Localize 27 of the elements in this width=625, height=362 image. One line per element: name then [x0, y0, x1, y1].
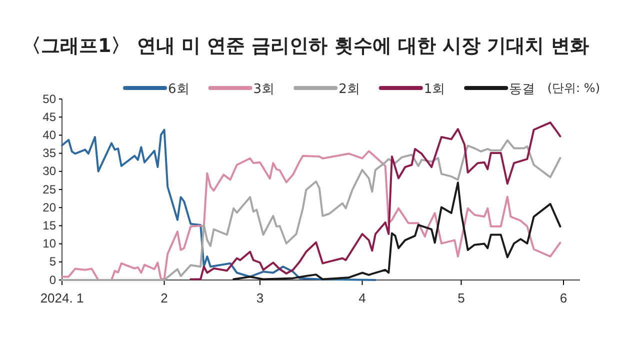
y-tick-label: 25 — [42, 182, 56, 196]
text: (단위: %) — [547, 81, 600, 95]
y-tick-label: 0 — [49, 272, 56, 287]
legend-label: 2회 — [338, 82, 360, 97]
y-tick-label: 5 — [49, 254, 56, 269]
x-tick-label: 2 — [160, 290, 168, 306]
x-tick-label: 3 — [256, 290, 264, 306]
x-tick-label: 6 — [560, 290, 568, 306]
line-series — [190, 122, 562, 280]
legend-label: 동결 — [509, 82, 536, 97]
y-tick-label: 10 — [42, 236, 56, 251]
x-tick-label: 2024. 1 — [40, 290, 84, 306]
y-tick-label: 15 — [42, 218, 56, 233]
line-series — [232, 182, 562, 280]
y-tick-label: 20 — [42, 200, 56, 214]
x-tick-label: 4 — [358, 290, 366, 306]
line-series — [61, 128, 376, 281]
legend-label: 6회 — [168, 82, 190, 97]
y-tick-label: 30 — [42, 164, 56, 178]
legend-label: 3회 — [253, 82, 275, 97]
y-tick-label: 45 — [42, 110, 56, 124]
y-tick-label: 50 — [42, 92, 56, 106]
chart-title: 〈그래프1〉 연내 미 연준 금리인하 횟수에 대한 시장 기대치 변화 — [22, 35, 589, 57]
y-tick-label: 35 — [42, 146, 56, 160]
legend-label: 1회 — [424, 82, 446, 97]
y-tick-label: 40 — [42, 128, 56, 142]
x-tick-label: 5 — [458, 290, 465, 306]
